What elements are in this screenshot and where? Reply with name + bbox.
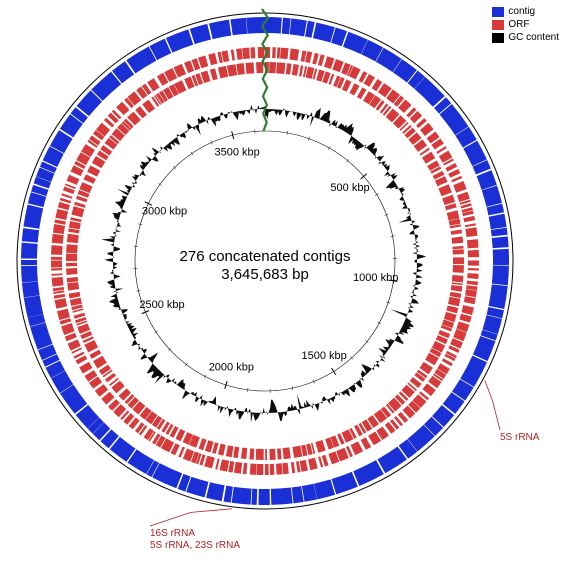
legend-label-contig: contig [508,6,535,17]
center-label-line1: 276 concatenated contigs [115,248,415,265]
svg-text:16S rRNA: 16S rRNA [150,528,195,539]
legend-swatch-contig [492,7,504,17]
legend-swatch-gc [492,33,504,43]
svg-text:5S rRNA: 5S rRNA [500,432,540,443]
legend-item-gc: GC content [492,32,559,43]
svg-text:1500 kbp: 1500 kbp [302,350,347,362]
legend-label-orf: ORF [508,19,529,30]
svg-text:2500 kbp: 2500 kbp [139,299,184,311]
legend-swatch-orf [492,20,504,30]
legend-item-orf: ORF [492,19,559,30]
svg-text:3000 kbp: 3000 kbp [142,205,187,217]
center-label-line2: 3,645,683 bp [115,266,415,283]
svg-text:3500 kbp: 3500 kbp [215,146,260,158]
svg-text:5S rRNA, 23S rRNA: 5S rRNA, 23S rRNA [150,540,240,551]
legend-item-contig: contig [492,6,559,17]
legend: contig ORF GC content [492,6,559,45]
svg-text:2000 kbp: 2000 kbp [209,362,254,374]
svg-text:500 kbp: 500 kbp [330,182,369,194]
legend-label-gc: GC content [508,32,559,43]
